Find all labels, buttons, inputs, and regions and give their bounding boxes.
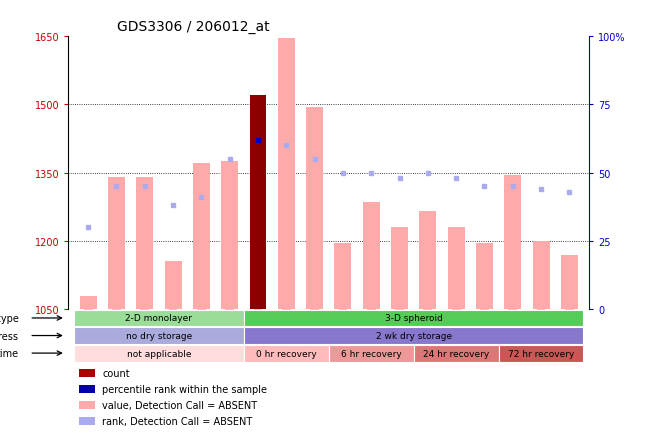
Bar xyxy=(244,345,329,362)
Bar xyxy=(329,345,413,362)
Bar xyxy=(499,345,583,362)
Bar xyxy=(165,262,182,309)
Bar xyxy=(306,107,323,309)
Text: cell type: cell type xyxy=(0,313,19,323)
Bar xyxy=(419,212,436,309)
Text: stress: stress xyxy=(0,331,19,341)
Bar xyxy=(244,327,583,344)
Text: 2-D monolayer: 2-D monolayer xyxy=(126,314,193,323)
Text: 6 hr recovery: 6 hr recovery xyxy=(341,349,402,358)
Bar xyxy=(561,255,578,309)
Bar xyxy=(278,39,295,309)
Bar xyxy=(79,385,96,393)
Bar xyxy=(476,243,493,309)
Bar xyxy=(249,96,266,309)
Bar xyxy=(335,243,352,309)
Text: 3-D spheroid: 3-D spheroid xyxy=(385,314,443,323)
Bar xyxy=(533,241,549,309)
Text: 0 hr recovery: 0 hr recovery xyxy=(256,349,316,358)
Bar xyxy=(363,203,380,309)
Bar xyxy=(74,310,244,327)
Bar xyxy=(413,345,499,362)
Bar xyxy=(74,345,244,362)
Bar xyxy=(74,327,244,344)
Bar xyxy=(79,401,96,409)
Bar xyxy=(221,162,238,309)
Text: time: time xyxy=(0,349,19,358)
Bar xyxy=(193,164,210,309)
Bar xyxy=(79,417,96,425)
Bar xyxy=(505,175,521,309)
Text: count: count xyxy=(102,368,130,378)
Bar xyxy=(79,369,96,378)
Text: GDS3306 / 206012_at: GDS3306 / 206012_at xyxy=(117,20,270,33)
Text: percentile rank within the sample: percentile rank within the sample xyxy=(102,384,267,394)
Bar xyxy=(448,228,465,309)
Text: 2 wk dry storage: 2 wk dry storage xyxy=(376,331,452,340)
Text: rank, Detection Call = ABSENT: rank, Detection Call = ABSENT xyxy=(102,416,253,426)
Text: no dry storage: no dry storage xyxy=(126,331,192,340)
Bar xyxy=(391,228,408,309)
Bar xyxy=(136,178,153,309)
Text: not applicable: not applicable xyxy=(127,349,191,358)
Bar xyxy=(108,178,125,309)
Text: 72 hr recovery: 72 hr recovery xyxy=(508,349,574,358)
Text: value, Detection Call = ABSENT: value, Detection Call = ABSENT xyxy=(102,400,257,410)
Bar xyxy=(79,296,96,309)
Bar xyxy=(244,310,583,327)
Text: 24 hr recovery: 24 hr recovery xyxy=(423,349,490,358)
